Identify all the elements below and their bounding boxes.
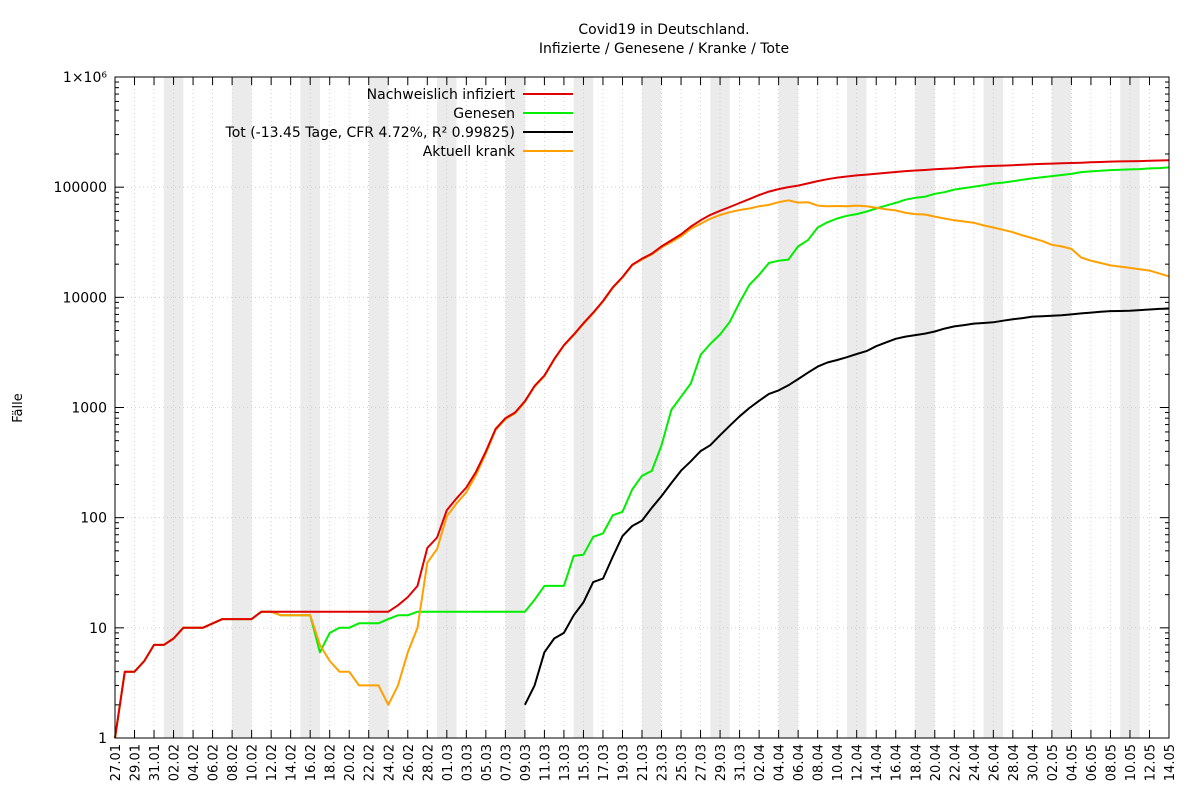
x-tick-label: 06.05 — [1085, 744, 1100, 781]
x-tick-label: 28.04 — [1007, 744, 1022, 781]
chart-title: Covid19 in Deutschland. — [578, 22, 749, 38]
x-tick-label: 14.04 — [870, 744, 885, 781]
y-axis-label: Fälle — [11, 393, 26, 422]
x-tick-label: 09.03 — [519, 744, 534, 781]
x-tick-label: 26.04 — [987, 744, 1002, 781]
x-tick-label: 21.03 — [636, 744, 651, 781]
axis-ticks: 1 10 100 1000 10000 100000 1×10⁶ 27.01 29.01 31.0… — [54, 70, 1178, 781]
x-tick-label: 25.03 — [675, 744, 690, 781]
weekend-shading — [163, 77, 1140, 738]
x-tick-label: 10.05 — [1124, 744, 1139, 781]
x-tick-label: 13.03 — [558, 744, 573, 781]
y-tick-label: 10 — [89, 621, 107, 637]
x-tick-label: 27.03 — [695, 744, 710, 781]
chart-subtitle: Infizierte / Genesene / Kranke / Tote — [539, 41, 789, 57]
x-tick-label: 29.03 — [714, 744, 729, 781]
y-tick-label: 100000 — [54, 180, 107, 196]
x-tick-label: 27.01 — [109, 744, 124, 781]
x-tick-label: 30.04 — [1026, 744, 1041, 781]
weekend-band — [300, 77, 320, 738]
x-tick-label: 20.02 — [343, 744, 358, 781]
weekend-band — [437, 77, 457, 738]
y-tick-label: 1000 — [71, 401, 107, 417]
x-tick-label: 20.04 — [929, 744, 944, 781]
y-tick-label: 1×10⁶ — [63, 70, 107, 86]
x-tick-label: 24.04 — [968, 744, 983, 781]
x-tick-label: 31.03 — [734, 744, 749, 781]
x-tick-label: 01.03 — [441, 744, 456, 781]
x-tick-label: 22.02 — [363, 744, 378, 781]
x-tick-label: 12.02 — [265, 744, 280, 781]
x-tick-label: 06.02 — [207, 744, 222, 781]
x-tick-label: 03.03 — [460, 744, 475, 781]
series-lines — [114, 159, 1170, 739]
x-tick-label: 04.04 — [773, 744, 788, 781]
legend-label: Tot (-13.45 Tage, CFR 4.72%, R² 0.99825) — [225, 125, 515, 141]
weekend-band — [232, 77, 252, 738]
x-tick-label: 23.03 — [656, 744, 671, 781]
legend-label: Genesen — [453, 106, 515, 122]
legend-label: Aktuell krank — [423, 144, 516, 160]
x-tick-label: 16.04 — [890, 744, 905, 781]
x-tick-label: 04.05 — [1065, 744, 1080, 781]
x-tick-label: 31.01 — [148, 744, 163, 781]
weekend-band — [368, 77, 389, 738]
weekend-band — [1120, 77, 1140, 738]
x-tick-label: 12.04 — [851, 744, 866, 781]
x-tick-label: 04.02 — [187, 744, 202, 781]
x-tick-label: 18.04 — [909, 744, 924, 781]
x-tick-label: 05.03 — [480, 744, 495, 781]
x-tick-label: 18.02 — [324, 744, 339, 781]
x-tick-label: 10.04 — [831, 744, 846, 781]
x-tick-label: 02.04 — [753, 744, 768, 781]
weekend-band — [710, 77, 730, 738]
x-tick-label: 08.04 — [812, 744, 827, 781]
x-tick-label: 10.02 — [246, 744, 261, 781]
x-tick-label: 15.03 — [577, 744, 592, 781]
x-tick-label: 08.02 — [226, 744, 241, 781]
series-line — [114, 159, 1170, 739]
x-tick-label: 29.01 — [129, 744, 144, 781]
x-tick-label: 14.05 — [1163, 744, 1178, 781]
weekend-band — [1051, 77, 1072, 738]
x-tick-label: 11.03 — [538, 744, 553, 781]
weekend-band — [846, 77, 867, 738]
x-tick-label: 24.02 — [382, 744, 397, 781]
legend: Nachweislich infiziert Genesen Tot (-13.45… — [225, 87, 573, 160]
x-tick-label: 19.03 — [616, 744, 631, 781]
x-tick-label: 17.03 — [597, 744, 612, 781]
weekend-band — [915, 77, 935, 738]
weekend-band — [778, 77, 799, 738]
plot-frame — [114, 76, 1170, 739]
x-tick-label: 22.04 — [948, 744, 963, 781]
y-tick-label: 10000 — [62, 290, 107, 306]
weekend-band — [983, 77, 1004, 738]
x-tick-label: 14.02 — [285, 744, 300, 781]
weekend-band — [163, 77, 184, 738]
x-tick-label: 06.04 — [792, 744, 807, 781]
y-tick-label: 1 — [98, 731, 107, 747]
series-line — [524, 307, 1170, 706]
x-tick-label: 07.03 — [499, 744, 514, 781]
x-tick-label: 02.05 — [1046, 744, 1061, 781]
x-tick-label: 12.05 — [1143, 744, 1158, 781]
x-tick-label: 26.02 — [402, 744, 417, 781]
series-line — [114, 199, 1170, 739]
legend-label: Nachweislich infiziert — [367, 87, 516, 103]
x-tick-label: 16.02 — [304, 744, 319, 781]
x-tick-label: 02.02 — [168, 744, 183, 781]
y-tick-label: 100 — [80, 511, 107, 527]
x-tick-label: 08.05 — [1104, 744, 1119, 781]
x-tick-label: 28.02 — [421, 744, 436, 781]
